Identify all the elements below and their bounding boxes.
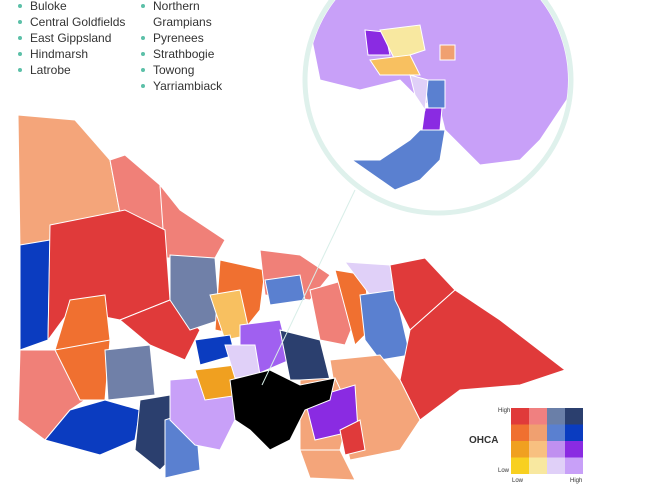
district-item: Towong <box>139 62 229 78</box>
region <box>299 449 356 481</box>
district-item: Central Goldfields <box>16 14 146 30</box>
legend-cell <box>511 441 529 458</box>
region <box>339 419 366 456</box>
region <box>409 74 429 112</box>
legend-cell <box>565 441 583 458</box>
region <box>379 24 426 61</box>
metro <box>229 369 336 451</box>
legend-cell <box>529 408 547 425</box>
legend-cell <box>547 424 565 441</box>
region <box>369 54 421 76</box>
district-item: Yarriambiack <box>139 78 229 94</box>
district-item: Strathbogie <box>139 46 229 62</box>
district-item: Hindmarsh <box>16 46 146 62</box>
legend-y-low: Low <box>498 468 510 474</box>
legend-cell <box>565 457 583 474</box>
region <box>104 344 156 401</box>
legend-x-low: Low <box>512 478 524 484</box>
legend-cell <box>529 457 547 474</box>
legend-cell <box>565 408 583 425</box>
region <box>350 129 446 191</box>
legend-cell <box>547 408 565 425</box>
legend-cell <box>511 424 529 441</box>
region <box>159 183 226 259</box>
district-list: Buloke Central Goldfields East Gippsland Hi… <box>16 0 146 78</box>
bivariate-legend <box>511 408 583 474</box>
legend-x-high: High <box>570 478 582 484</box>
district-item: Buloke <box>16 0 146 14</box>
legend-cell <box>511 457 529 474</box>
region <box>439 44 456 61</box>
legend-cell <box>547 457 565 474</box>
legend-cell <box>547 441 565 458</box>
inset <box>302 0 574 216</box>
region <box>359 289 411 361</box>
victoria-map <box>17 114 567 481</box>
district-item: Latrobe <box>16 62 146 78</box>
legend-cell <box>529 424 547 441</box>
connector <box>261 189 356 386</box>
legend-y-high: High <box>498 408 510 414</box>
district-item: Northern Grampians <box>139 0 229 30</box>
region <box>169 254 221 331</box>
region <box>424 79 446 109</box>
district-list: Northern Grampians Pyrenees Strathbogie Tow… <box>139 0 229 94</box>
region <box>264 274 306 306</box>
district-item: East Gippsland <box>16 30 146 46</box>
region <box>421 107 443 131</box>
region <box>19 239 51 351</box>
legend-cell <box>529 441 547 458</box>
legend-cell <box>565 424 583 441</box>
district-item: Pyrenees <box>139 30 229 46</box>
legend-cell <box>511 408 529 425</box>
legend-title: OHCA <box>469 435 498 446</box>
